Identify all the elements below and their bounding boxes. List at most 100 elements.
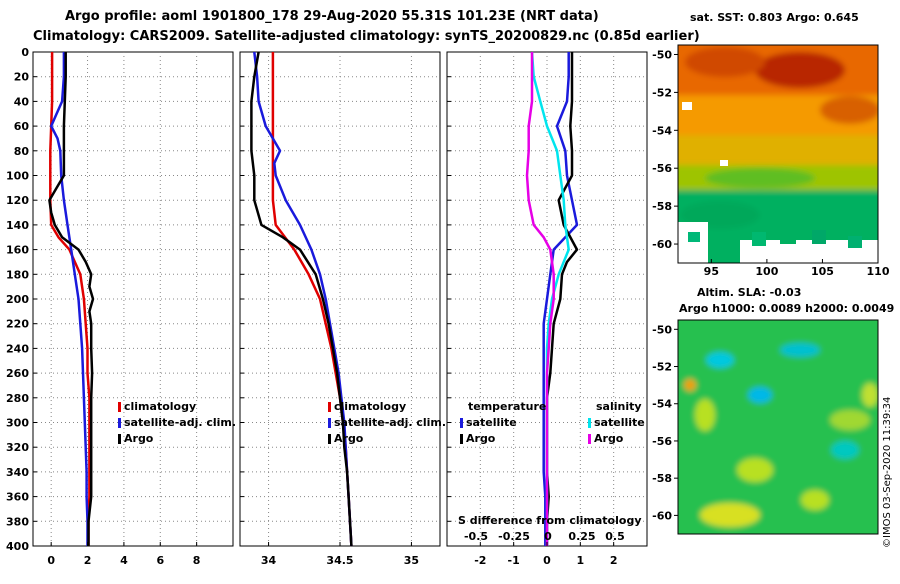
ytick-label: 240 bbox=[6, 342, 29, 355]
figure-title-line1: Argo profile: aoml 1901800_178 29-Aug-20… bbox=[65, 9, 599, 24]
legend-swatch-sal-satellite bbox=[588, 418, 591, 428]
sla-ytick-label: -56 bbox=[652, 435, 672, 448]
legend-swatch-argo bbox=[118, 434, 121, 444]
xtick-label: 2 bbox=[610, 554, 618, 567]
xtick-label: -2 bbox=[474, 554, 486, 567]
legend-swatch-temp-satellite bbox=[460, 418, 463, 428]
ytick-label: 220 bbox=[6, 318, 29, 331]
legend-swatch-satellite bbox=[118, 418, 121, 428]
xtick-label: 6 bbox=[156, 554, 164, 567]
secondary-xtick-label: 0.25 bbox=[568, 530, 595, 543]
sst-xtick-label: 105 bbox=[811, 265, 834, 278]
temperature-legend: climatology satellite-adj. clim. Argo bbox=[118, 400, 236, 445]
sla-ytick-label: -60 bbox=[652, 509, 672, 522]
tick-layer: 0 2 4 6 8 34 34.5 35 -2 -1 0 1 202040608010012014016… bbox=[6, 46, 617, 567]
sla-heatmap bbox=[678, 320, 878, 534]
xtick-label: 2 bbox=[84, 554, 92, 567]
legend-label-climatology: climatology bbox=[334, 400, 406, 413]
sla-map-title: Altim. SLA: -0.03 bbox=[697, 286, 801, 299]
series-line-argo bbox=[48, 52, 95, 546]
sst-map-axes: 95 100 105 110 -50 -52 -54 -56 -58 -60 bbox=[652, 48, 890, 278]
ytick-label: 140 bbox=[6, 219, 29, 232]
sst-xtick-label: 110 bbox=[867, 265, 890, 278]
sst-map-frame bbox=[677, 44, 879, 264]
legend-label-sal-argo: Argo bbox=[594, 432, 624, 445]
ytick-label: 280 bbox=[6, 392, 29, 405]
legend-label-climatology: climatology bbox=[124, 400, 196, 413]
sst-ytick-label: -52 bbox=[652, 86, 672, 99]
figure-title-line2: Climatology: CARS2009. Satellite-adjuste… bbox=[33, 29, 700, 44]
legend-swatch-temp-argo bbox=[460, 434, 463, 444]
sst-ytick-label: -58 bbox=[652, 200, 672, 213]
series-line-salinity-argo bbox=[525, 52, 555, 546]
difference-legend: temperature satellite Argo salinity sate… bbox=[460, 400, 645, 445]
xtick-label: 1 bbox=[577, 554, 585, 567]
ytick-label: 180 bbox=[6, 268, 29, 281]
ytick-label: 300 bbox=[6, 417, 29, 430]
series-layer bbox=[48, 51, 579, 547]
sst-ytick-label: -54 bbox=[652, 124, 672, 137]
secondary-xtick-label: 0.5 bbox=[605, 530, 625, 543]
secondary-xtick-label: 0 bbox=[544, 530, 552, 543]
sst-heatmap bbox=[678, 45, 878, 263]
legend-label-temp-argo: Argo bbox=[466, 432, 496, 445]
series-line-temperature-satellite bbox=[542, 52, 579, 546]
ytick-label: 200 bbox=[6, 293, 29, 306]
s-difference-tick-labels: -0.5 -0.25 0 0.25 0.5 bbox=[464, 530, 625, 543]
sla-map-axes: -50 -52 -54 -56 -58 -60 bbox=[652, 323, 678, 522]
xtick-label: 4 bbox=[120, 554, 128, 567]
secondary-xtick-label: -0.5 bbox=[464, 530, 488, 543]
legend-label-argo: Argo bbox=[334, 432, 364, 445]
xtick-label: 0 bbox=[47, 554, 55, 567]
sla-ytick-label: -50 bbox=[652, 323, 672, 336]
sst-ytick-label: -60 bbox=[652, 238, 672, 251]
legend-label-sal-satellite: satellite bbox=[594, 416, 645, 429]
ytick-label: 80 bbox=[14, 145, 30, 158]
ytick-label: 40 bbox=[14, 95, 30, 108]
ytick-label: 340 bbox=[6, 466, 29, 479]
series-line-climatology bbox=[49, 52, 91, 546]
legend-label-satellite: satellite-adj. clim. bbox=[334, 416, 446, 429]
ytick-label: 320 bbox=[6, 441, 29, 454]
sla-map-frame bbox=[677, 319, 879, 535]
legend-label-satellite: satellite-adj. clim. bbox=[124, 416, 236, 429]
secondary-xtick-label: -0.25 bbox=[498, 530, 530, 543]
sst-xtick-label: 95 bbox=[704, 265, 719, 278]
xtick-label: 34 bbox=[261, 554, 277, 567]
legend-swatch-climatology bbox=[328, 402, 331, 412]
ytick-label: 260 bbox=[6, 367, 29, 380]
ytick-label: 160 bbox=[6, 244, 29, 257]
legend-swatch-argo bbox=[328, 434, 331, 444]
ytick-label: 380 bbox=[6, 515, 29, 528]
footer-timestamp: ©IMOS 03-Sep-2020 11:39:34 bbox=[882, 397, 893, 548]
ytick-label: 100 bbox=[6, 170, 29, 183]
sst-ytick-label: -50 bbox=[652, 48, 672, 61]
sst-xtick-label: 100 bbox=[755, 265, 778, 278]
s-difference-axis-label: S difference from climatology bbox=[458, 514, 642, 527]
sst-ytick-label: -56 bbox=[652, 162, 672, 175]
legend-swatch-sal-argo bbox=[588, 434, 591, 444]
xtick-label: 0 bbox=[543, 554, 551, 567]
ytick-label: 360 bbox=[6, 491, 29, 504]
xtick-label: 8 bbox=[193, 554, 201, 567]
xtick-label: 35 bbox=[404, 554, 419, 567]
ytick-label: 120 bbox=[6, 194, 29, 207]
sla-ytick-label: -52 bbox=[652, 361, 672, 374]
sla-ytick-label: -54 bbox=[652, 398, 672, 411]
xtick-label: 34.5 bbox=[326, 554, 353, 567]
series-line-satellite-adj-clim- bbox=[49, 52, 89, 546]
salinity-legend: climatology satellite-adj. clim. Argo bbox=[328, 400, 446, 445]
sla-ytick-label: -58 bbox=[652, 472, 672, 485]
legend-heading-temperature: temperature bbox=[468, 400, 546, 413]
ytick-label: 400 bbox=[6, 540, 29, 553]
legend-label-argo: Argo bbox=[124, 432, 154, 445]
ytick-label: 60 bbox=[14, 120, 30, 133]
legend-heading-salinity: salinity bbox=[596, 400, 642, 413]
ytick-label: 20 bbox=[14, 71, 30, 84]
series-line-argo bbox=[250, 51, 353, 547]
ytick-label: 0 bbox=[21, 46, 29, 59]
legend-swatch-climatology bbox=[118, 402, 121, 412]
xtick-label: -1 bbox=[508, 554, 520, 567]
sla-map-subtitle: Argo h1000: 0.0089 h2000: 0.0049 bbox=[679, 302, 894, 315]
